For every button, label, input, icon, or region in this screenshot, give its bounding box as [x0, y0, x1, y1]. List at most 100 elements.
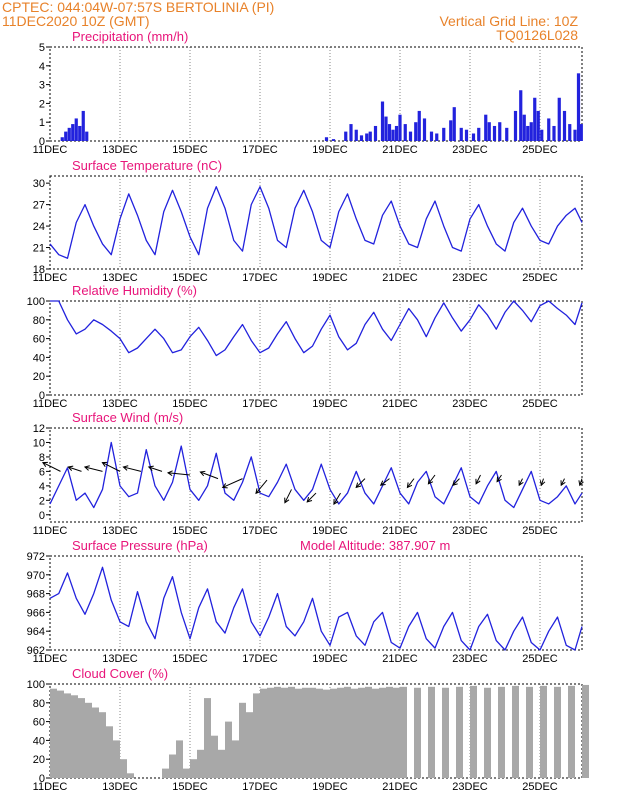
x-tick-label: 19DEC [312, 398, 348, 410]
precip-bar [519, 90, 523, 141]
wind-arrow [475, 474, 481, 485]
y-tick-label: 1 [39, 117, 45, 129]
x-tick-label: 23DEC [452, 144, 488, 156]
cloud-bar [309, 687, 316, 778]
x-tick-label: 17DEC [242, 781, 278, 793]
precip-bar [380, 101, 385, 141]
cloud-bar [92, 707, 99, 778]
x-tick-label: 19DEC [312, 781, 348, 793]
y-tick-label: 100 [27, 296, 45, 308]
cloud-bar [428, 686, 435, 778]
cloud-bar [162, 768, 169, 778]
precip-bar [391, 129, 395, 141]
x-tick-label: 21DEC [382, 781, 418, 793]
precip-bar [492, 125, 497, 141]
x-tick-label: 15DEC [172, 144, 208, 156]
y-tick-label: 0 [39, 773, 45, 785]
x-tick-label: 19DEC [312, 144, 348, 156]
x-tick-label: 25DEC [522, 653, 558, 665]
precip-bar [484, 114, 488, 141]
cloud-panel: 11DEC 13DEC 15DEC 17DEC 19DEC 21DEC 23DEC 25DEC… [27, 666, 589, 793]
y-tick-label: 5 [39, 42, 45, 54]
precip-frame [49, 46, 583, 142]
precip-bar [562, 110, 567, 141]
cloud-bar [267, 687, 274, 778]
wind-arrow [333, 492, 341, 505]
wind-arrow [199, 470, 219, 480]
y-tick-label: 966 [27, 607, 45, 619]
y-tick-label: 972 [27, 551, 45, 563]
x-tick-label: 21DEC [382, 272, 418, 284]
precip-bar [513, 110, 518, 141]
y-tick-label: 60 [33, 334, 45, 346]
wind-series-line [49, 441, 583, 509]
precip-bar [452, 107, 456, 141]
x-tick-label: 11DEC [33, 272, 68, 284]
precip-bar [71, 124, 75, 141]
precip-bar [414, 122, 418, 141]
cloud-bar [50, 688, 57, 778]
wind-arrow [284, 489, 292, 504]
wind-arrow [83, 465, 103, 472]
y-tick-label: 80 [33, 315, 45, 327]
x-tick-label: 11DEC [33, 144, 68, 156]
cloud-bar [232, 740, 239, 778]
cloud-bar [498, 686, 505, 778]
x-tick-label: 17DEC [242, 272, 278, 284]
wind-arrow [355, 478, 366, 489]
x-tick-label: 11DEC [33, 781, 68, 793]
cloud-bar [274, 686, 281, 778]
y-tick-label: 2 [39, 98, 45, 110]
cloud-bar [71, 695, 78, 778]
wind-arrow [101, 461, 121, 472]
cloud-bar [127, 773, 134, 778]
wind-arrow [255, 479, 268, 495]
y-tick-label: 40 [33, 735, 45, 747]
x-tick-label: 19DEC [312, 653, 348, 665]
x-tick-label: 21DEC [382, 653, 418, 665]
x-tick-label: 23DEC [452, 525, 488, 537]
temp-frame [49, 175, 583, 270]
precip-bar [477, 127, 481, 141]
cloud-bar [456, 686, 463, 778]
header: CPTEC: 044:04W-07:57S BERTOLINIA (PI) 11… [0, 0, 618, 48]
y-tick-label: 0 [39, 390, 45, 402]
wind-arrow [147, 465, 163, 472]
wind-arrow [406, 478, 415, 489]
cloud-bar [316, 688, 323, 778]
precip-bar [67, 127, 71, 141]
precip-bar [398, 114, 402, 141]
cloud-bar [176, 740, 183, 778]
y-tick-label: 964 [27, 626, 45, 638]
cloud-title: Cloud Cover (%) [72, 666, 168, 681]
precip-bar [64, 131, 68, 141]
x-tick-label: 25DEC [522, 144, 558, 156]
station-info: CPTEC: 044:04W-07:57S BERTOLINIA (PI) [2, 0, 275, 15]
precip-bar [324, 137, 329, 141]
x-tick-label: 11DEC [33, 653, 68, 665]
cloud-bar [113, 740, 120, 778]
precip-bar [464, 129, 469, 141]
cloud-bar [344, 686, 351, 778]
y-tick-label: 970 [27, 570, 45, 582]
cloud-bar [414, 687, 421, 778]
y-tick-label: 962 [27, 645, 45, 657]
x-tick-label: 11DEC [33, 398, 68, 410]
precip-bar [573, 129, 577, 141]
rh-series-line [50, 300, 583, 357]
precip-bar [331, 139, 336, 141]
y-tick-label: 0 [39, 136, 45, 148]
x-tick-label: 15DEC [172, 781, 208, 793]
precip-bar [85, 131, 89, 141]
cloud-bar [365, 686, 372, 778]
y-tick-label: 3 [39, 80, 45, 92]
cloud-bar [568, 685, 575, 778]
x-tick-label: 15DEC [172, 653, 208, 665]
y-tick-label: 21 [33, 243, 45, 255]
y-tick-label: 6 [39, 466, 45, 478]
cloud-bar [246, 712, 253, 778]
wind-arrow [67, 465, 82, 472]
y-tick-label: 968 [27, 589, 45, 601]
cloud-bar [470, 685, 477, 778]
y-tick-label: 0 [39, 510, 45, 522]
